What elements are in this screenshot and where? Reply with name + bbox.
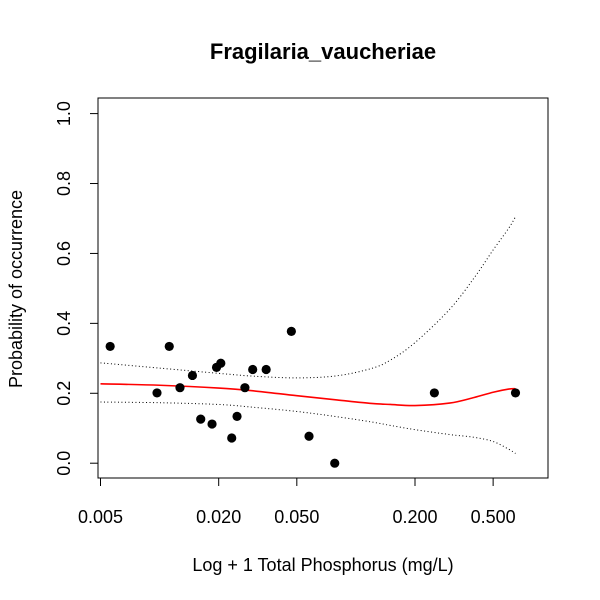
data-point [510,388,521,398]
data-point [261,364,271,375]
y-tick-label: 0.8 [54,171,74,196]
data-points [105,326,521,468]
x-tick-label: 0.020 [196,507,241,527]
data-point [175,383,185,393]
x-tick-label: 0.500 [471,507,516,527]
data-point [227,433,237,443]
x-tick-label: 0.005 [78,507,123,527]
y-axis-label: Probability of occurrence [6,190,26,388]
data-point [105,341,115,352]
x-axis-label: Log + 1 Total Phosphorus (mg/L) [192,555,453,575]
y-axis: 0.0 0.2 0.4 0.6 0.8 1.0 [54,101,99,476]
x-axis: 0.005 0.020 0.050 0.200 0.500 [78,477,516,527]
y-tick-label: 1.0 [54,101,74,126]
y-tick-label: 0.2 [54,381,74,406]
fit-curve [100,383,516,407]
data-point [429,388,439,398]
ci-upper-line [100,216,516,379]
data-point [232,411,242,421]
x-tick-label: 0.200 [392,507,437,527]
data-point [248,364,258,375]
data-point [330,458,340,468]
data-point [304,431,314,441]
y-tick-label: 0.0 [54,451,74,476]
y-tick-label: 0.6 [54,241,74,266]
ci-lower-line [100,401,516,454]
x-tick-label: 0.050 [274,507,319,527]
data-point [196,414,206,424]
fit-line [100,383,516,407]
plot-frame [97,97,549,479]
data-point [152,388,162,398]
confidence-band [100,216,516,454]
data-point [164,341,174,352]
y-tick-label: 0.4 [54,311,74,336]
data-point [207,419,217,429]
chart-title: Fragilaria_vaucheriae [210,39,436,64]
data-point [216,358,226,368]
data-point [286,326,296,337]
data-point [187,370,198,381]
data-point [240,383,250,393]
